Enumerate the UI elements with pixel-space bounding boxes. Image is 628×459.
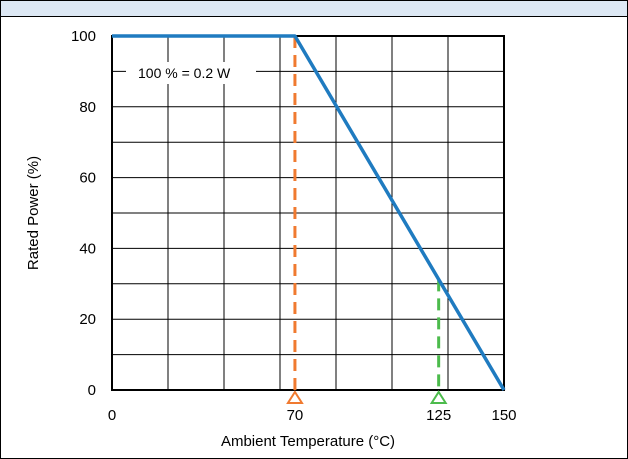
annotation-text: 100 % = 0.2 W xyxy=(138,65,231,81)
y-tick-label-20: 20 xyxy=(79,311,96,328)
y-axis-title: Rated Power (%) xyxy=(25,156,42,270)
x-tick-label-70: 70 xyxy=(287,407,304,424)
y-tick-label-60: 60 xyxy=(79,170,96,187)
x-axis-title: Ambient Temperature (°C) xyxy=(221,433,395,450)
y-tick-label-80: 80 xyxy=(79,99,96,116)
marker-triangle-70 xyxy=(286,390,304,404)
x-tick-label-150: 150 xyxy=(491,407,516,424)
temperature-markers xyxy=(286,36,448,404)
plot-area-border xyxy=(111,35,505,391)
marker-triangle-125 xyxy=(429,390,448,404)
series-line xyxy=(112,34,506,391)
series xyxy=(112,34,506,391)
header-band xyxy=(1,1,627,17)
x-tick-label-0: 0 xyxy=(108,407,116,424)
annotation-background xyxy=(126,62,256,84)
x-tick-label-125: 125 xyxy=(426,407,451,424)
y-tick-label-40: 40 xyxy=(79,240,96,257)
tick-labels: 0 20 40 60 80 100 0 70 125 150 xyxy=(71,28,517,424)
y-tick-label-100: 100 xyxy=(71,28,96,45)
grid xyxy=(112,36,504,390)
y-tick-label-0: 0 xyxy=(88,382,96,399)
